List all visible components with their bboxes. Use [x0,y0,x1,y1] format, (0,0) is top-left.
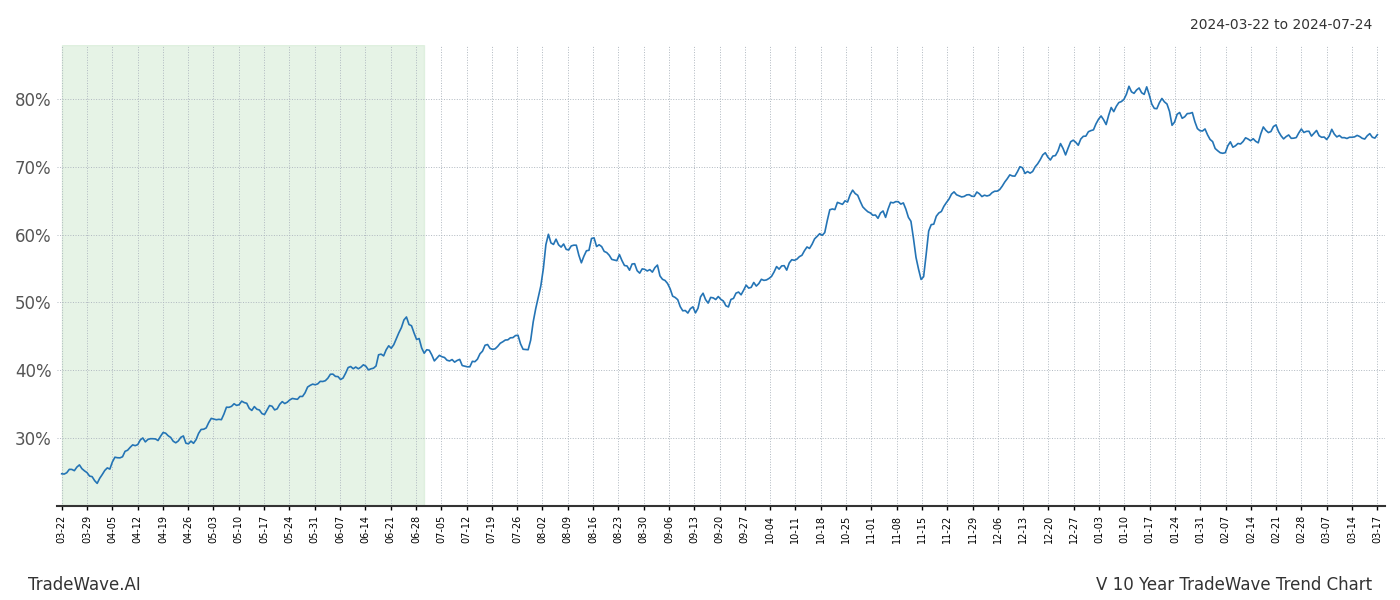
Text: 2024-03-22 to 2024-07-24: 2024-03-22 to 2024-07-24 [1190,18,1372,32]
Bar [62,45,424,506]
Text: TradeWave.AI: TradeWave.AI [28,576,141,594]
Text: V 10 Year TradeWave Trend Chart: V 10 Year TradeWave Trend Chart [1096,576,1372,594]
